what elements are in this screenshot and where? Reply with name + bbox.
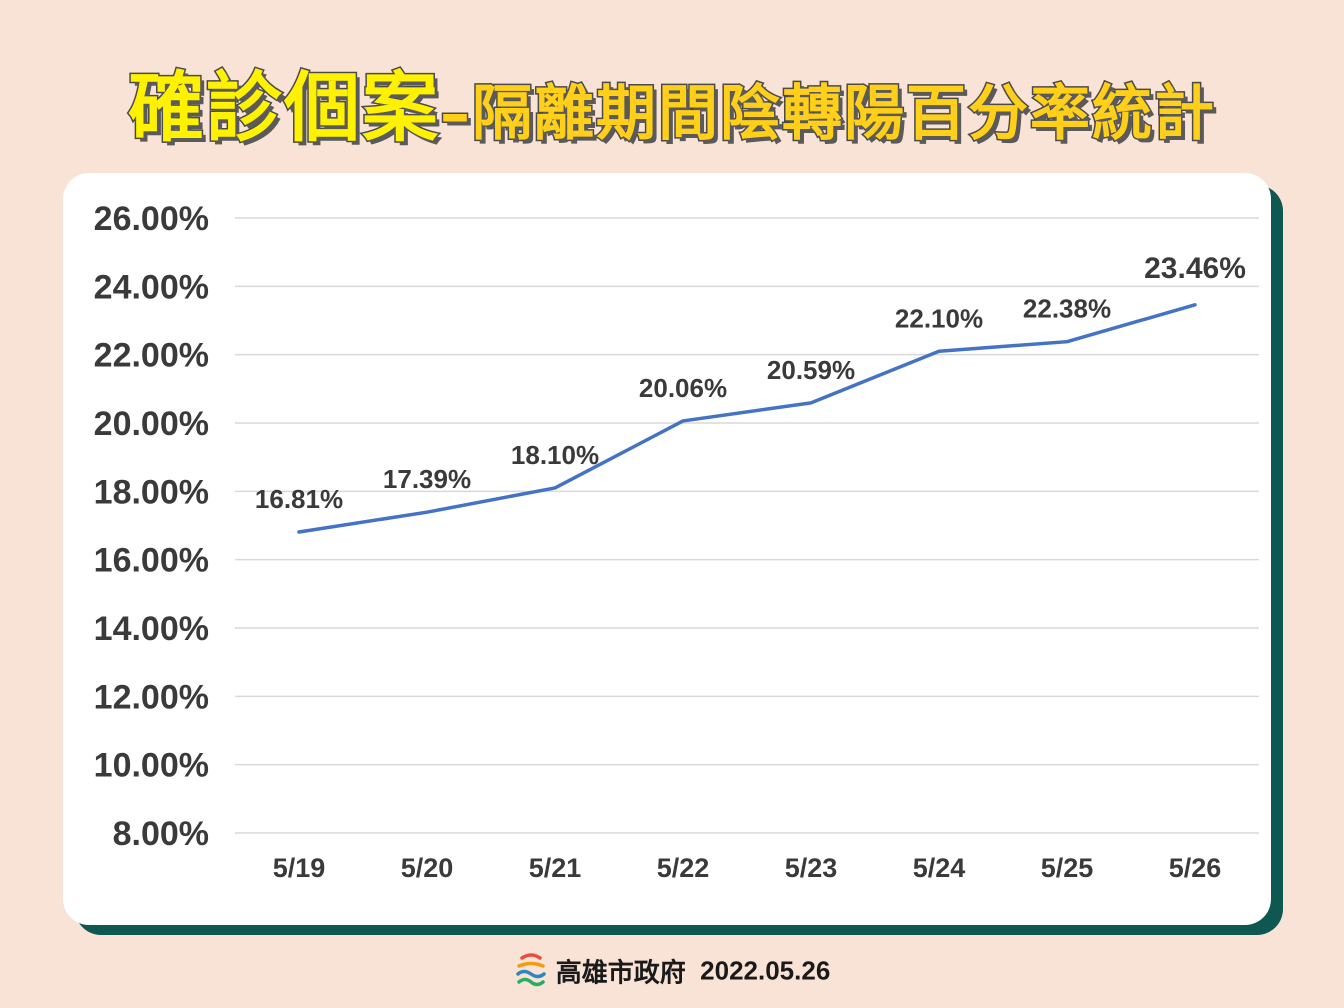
x-tick-label: 5/23 bbox=[785, 853, 838, 883]
data-label: 20.06% bbox=[639, 373, 727, 403]
y-tick-label: 10.00% bbox=[94, 747, 209, 785]
y-tick-label: 22.00% bbox=[94, 337, 209, 375]
x-tick-label: 5/20 bbox=[401, 853, 454, 883]
data-label: 22.38% bbox=[1023, 294, 1111, 324]
y-tick-label: 24.00% bbox=[94, 268, 209, 306]
footer: 高雄市政府 2022.05.26 bbox=[0, 952, 1344, 990]
data-label: 16.81% bbox=[255, 484, 343, 514]
line-chart: 26.00% 24.00% 22.00% 20.00% 18.00% 16.00% 14.0… bbox=[94, 200, 1259, 883]
y-tick-label: 16.00% bbox=[94, 542, 209, 580]
y-tick-label: 12.00% bbox=[94, 678, 209, 716]
x-tick-label: 5/22 bbox=[657, 853, 710, 883]
x-tick-label: 5/25 bbox=[1041, 853, 1094, 883]
footer-org: 高雄市政府 bbox=[555, 957, 686, 988]
y-tick-label: 20.00% bbox=[94, 405, 209, 443]
x-tick-label: 5/26 bbox=[1169, 853, 1222, 883]
y-tick-label: 18.00% bbox=[94, 473, 209, 511]
kaohsiung-logo-icon bbox=[515, 953, 546, 987]
page-title: 確診個案–隔離期間陰轉陽百分率統計 bbox=[0, 46, 1344, 156]
data-label: 22.10% bbox=[895, 303, 983, 333]
y-tick-label: 14.00% bbox=[94, 610, 209, 648]
data-label: 23.46% bbox=[1144, 252, 1246, 285]
y-tick-label: 8.00% bbox=[113, 815, 209, 853]
x-tick-label: 5/21 bbox=[529, 853, 582, 883]
series-line bbox=[297, 303, 1197, 534]
footer-date: 2022.05.26 bbox=[700, 955, 831, 986]
x-tick-label: 5/19 bbox=[273, 853, 326, 883]
chart-card bbox=[63, 173, 1271, 925]
x-tick-label: 5/24 bbox=[913, 853, 966, 883]
y-tick-label: 26.00% bbox=[94, 200, 209, 238]
title-sub: –隔離期間陰轉陽百分率統計 bbox=[439, 78, 1216, 151]
data-label: 17.39% bbox=[383, 464, 471, 494]
title-main: 確診個案 bbox=[127, 62, 440, 154]
data-label: 20.59% bbox=[767, 355, 855, 385]
data-label: 18.10% bbox=[511, 440, 599, 470]
